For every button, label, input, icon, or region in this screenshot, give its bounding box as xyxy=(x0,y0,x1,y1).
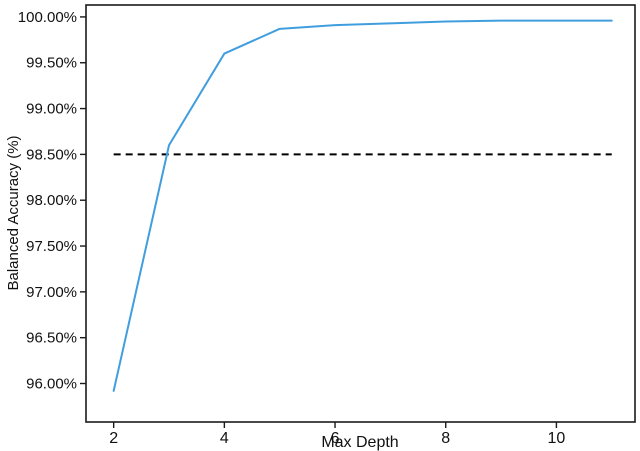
x-axis-title: Max Depth xyxy=(321,434,398,451)
x-tick-label: 6 xyxy=(331,430,340,447)
y-axis-title: Balanced Accuracy (%) xyxy=(5,135,22,290)
series-line-balanced-accuracy xyxy=(112,19,613,392)
y-tick-label: 96.00% xyxy=(26,376,77,393)
y-tick-label: 97.50% xyxy=(26,238,77,255)
y-tick-label: 100.00% xyxy=(18,9,77,26)
y-tick-label: 98.00% xyxy=(26,192,77,209)
x-tick-label: 8 xyxy=(441,430,450,447)
y-tick-label: 99.50% xyxy=(26,55,77,72)
x-tick-label: 2 xyxy=(109,430,118,447)
y-tick-label: 98.50% xyxy=(26,146,77,163)
x-tick-label: 10 xyxy=(548,430,566,447)
y-tick-label: 97.00% xyxy=(26,284,77,301)
y-tick-label: 96.50% xyxy=(26,330,77,347)
axes-box xyxy=(85,4,636,423)
y-tick-label: 99.00% xyxy=(26,101,77,118)
x-tick-label: 4 xyxy=(220,430,229,447)
